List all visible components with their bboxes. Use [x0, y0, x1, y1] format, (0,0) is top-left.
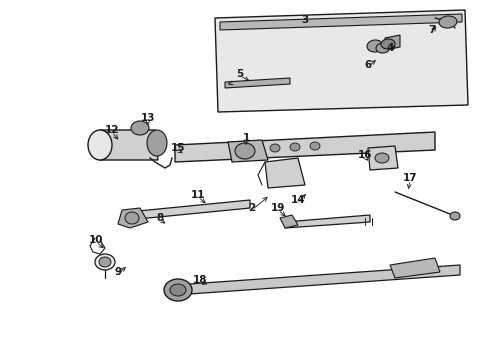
Text: 12: 12 — [105, 125, 119, 135]
Text: 19: 19 — [271, 203, 285, 213]
Text: 17: 17 — [403, 173, 417, 183]
Ellipse shape — [367, 40, 383, 52]
Ellipse shape — [125, 212, 139, 224]
Text: 18: 18 — [193, 275, 207, 285]
Polygon shape — [118, 208, 148, 228]
Text: 2: 2 — [248, 203, 256, 213]
Text: 3: 3 — [301, 15, 309, 25]
Ellipse shape — [88, 130, 112, 160]
Ellipse shape — [99, 257, 111, 267]
Text: 16: 16 — [358, 150, 372, 160]
Polygon shape — [225, 78, 290, 88]
Ellipse shape — [270, 144, 280, 152]
Polygon shape — [215, 10, 468, 112]
Polygon shape — [228, 140, 268, 162]
Text: 6: 6 — [365, 60, 371, 70]
Polygon shape — [390, 258, 440, 278]
Polygon shape — [175, 132, 435, 162]
Ellipse shape — [450, 212, 460, 220]
Polygon shape — [220, 14, 462, 30]
Text: 15: 15 — [171, 143, 185, 153]
Polygon shape — [175, 265, 460, 295]
Text: 4: 4 — [386, 43, 393, 53]
Ellipse shape — [381, 39, 395, 49]
Text: 13: 13 — [141, 113, 155, 123]
Polygon shape — [265, 158, 305, 188]
Text: 14: 14 — [291, 195, 305, 205]
Text: 11: 11 — [191, 190, 205, 200]
Text: 5: 5 — [236, 69, 244, 79]
Ellipse shape — [439, 16, 457, 28]
Ellipse shape — [147, 130, 167, 156]
Text: 8: 8 — [156, 213, 164, 223]
Polygon shape — [368, 146, 398, 170]
Text: 9: 9 — [115, 267, 122, 277]
Ellipse shape — [164, 279, 192, 301]
Text: 1: 1 — [243, 133, 249, 143]
Text: 7: 7 — [428, 25, 436, 35]
Ellipse shape — [170, 284, 186, 296]
Ellipse shape — [95, 254, 115, 270]
Ellipse shape — [375, 153, 389, 163]
Text: 10: 10 — [89, 235, 103, 245]
Polygon shape — [285, 215, 370, 228]
Polygon shape — [100, 130, 158, 160]
Polygon shape — [385, 35, 400, 50]
Polygon shape — [128, 200, 250, 220]
Ellipse shape — [310, 142, 320, 150]
Ellipse shape — [235, 143, 255, 159]
Ellipse shape — [376, 43, 390, 53]
Ellipse shape — [131, 121, 149, 135]
Polygon shape — [280, 215, 298, 228]
Ellipse shape — [290, 143, 300, 151]
